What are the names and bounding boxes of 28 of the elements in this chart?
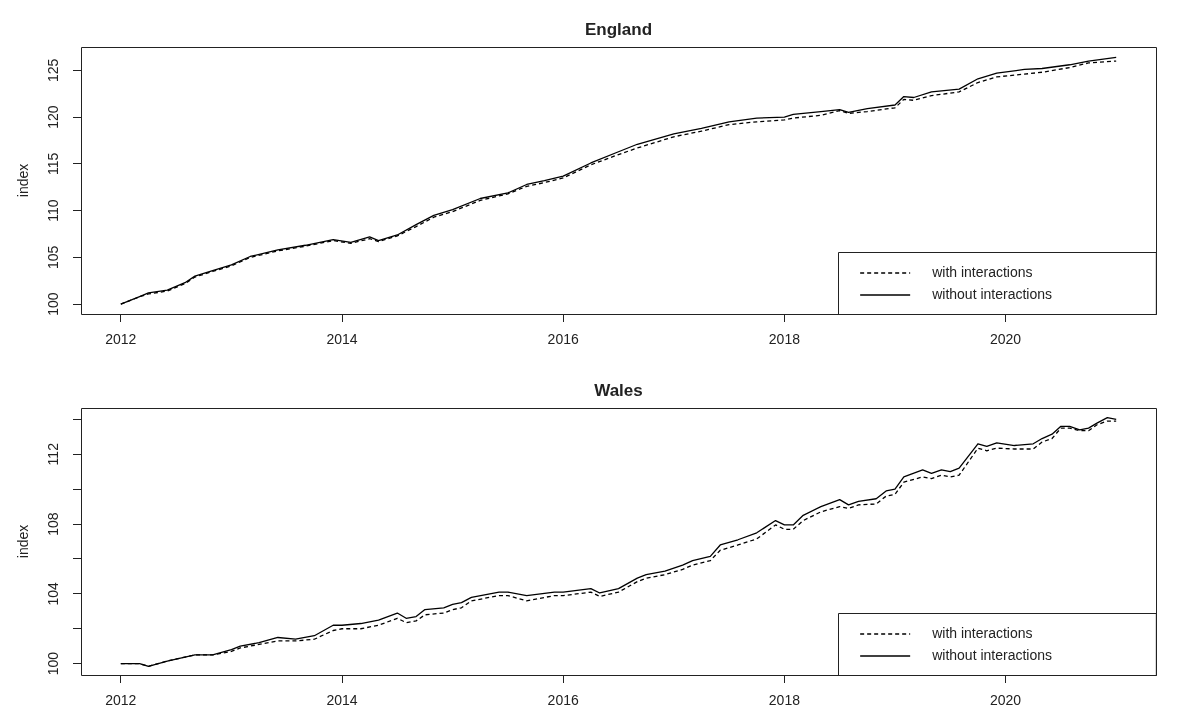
y-tick-label: 108 [44, 512, 61, 536]
y-tick-label: 120 [44, 105, 61, 129]
legend-label: with interactions [931, 624, 1033, 641]
legend-label: without interactions [931, 646, 1052, 663]
y-axis-title: index [14, 163, 31, 198]
x-tick-label: 2018 [768, 692, 801, 709]
y-tick-label: 110 [44, 199, 61, 222]
x-tick-label: 2016 [547, 692, 579, 709]
x-tick-label: 2020 [990, 331, 1022, 348]
x-tick-label: 2020 [990, 692, 1022, 709]
y-tick-label: 112 [44, 442, 61, 466]
x-tick-label: 2012 [105, 692, 137, 709]
x-tick-label: 2016 [547, 331, 579, 348]
y-tick-label: 125 [44, 58, 61, 83]
y-tick-label: 100 [44, 651, 61, 676]
chart-title: England [584, 19, 653, 39]
x-tick-label: 2014 [326, 692, 358, 709]
y-axis-title: index [14, 524, 31, 559]
legend-label: with interactions [931, 263, 1033, 280]
y-tick-label: 105 [44, 245, 61, 270]
x-tick-label: 2018 [768, 331, 801, 348]
x-tick-label: 2014 [326, 331, 358, 348]
legend-label: without interactions [931, 285, 1052, 302]
y-tick-label: 100 [44, 292, 61, 316]
y-tick-label: 104 [44, 581, 61, 606]
x-tick-label: 2012 [105, 331, 137, 348]
chart-title: Wales [594, 380, 643, 400]
y-tick-label: 115 [44, 152, 61, 176]
